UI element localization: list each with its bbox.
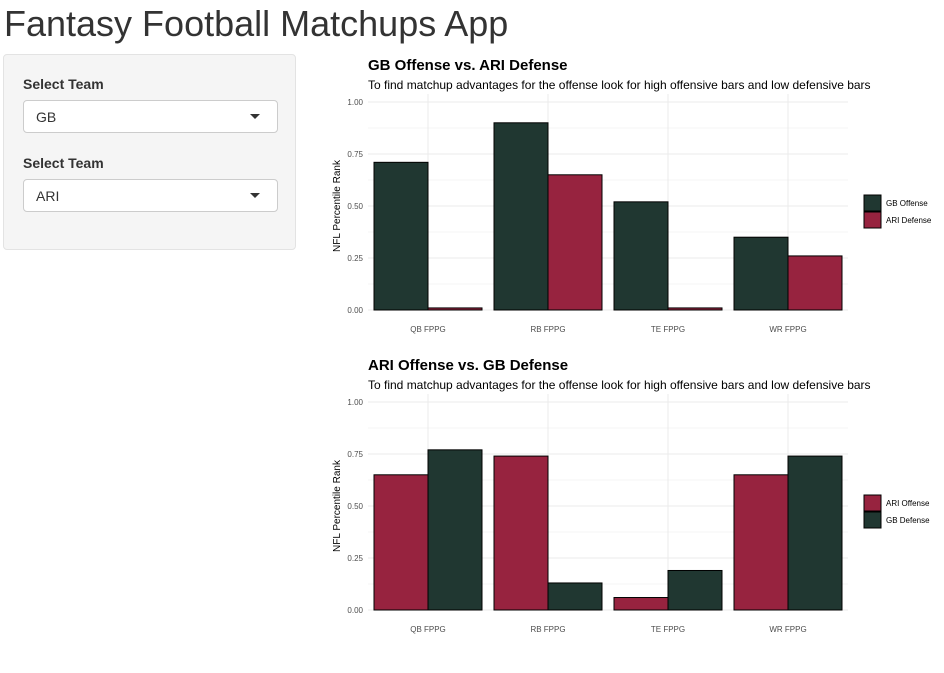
bar <box>667 307 723 311</box>
chart-ari-offense-vs-gb-defense: ARI Offense vs. GB Defense To find matchu… <box>330 352 940 652</box>
team-select-2-value: ARI <box>36 188 60 204</box>
y-tick-label: 0.00 <box>347 606 363 615</box>
bar <box>427 449 483 611</box>
sidebar-panel: Select Team GB Select Team ARI <box>3 54 296 250</box>
team-select-2[interactable]: ARI <box>23 179 278 212</box>
y-tick-label: 0.25 <box>347 254 363 263</box>
chart-subtitle: To find matchup advantages for the offen… <box>368 378 871 392</box>
y-tick-label: 1.00 <box>347 398 363 407</box>
legend-swatch <box>863 494 882 512</box>
y-tick-label: 0.75 <box>347 450 363 459</box>
chevron-down-icon <box>250 193 260 198</box>
bar <box>787 455 843 611</box>
bar <box>547 582 603 611</box>
x-tick-label: WR FPPG <box>769 325 806 334</box>
legend-swatch <box>863 511 882 529</box>
chevron-down-icon <box>250 114 260 119</box>
x-tick-label: RB FPPG <box>530 625 565 634</box>
y-axis-label: NFL Percentile Rank <box>332 459 343 552</box>
x-tick-label: RB FPPG <box>530 325 565 334</box>
x-tick-label: QB FPPG <box>410 325 446 334</box>
y-tick-label: 0.50 <box>347 202 363 211</box>
chart-gb-offense-vs-ari-defense: GB Offense vs. ARI Defense To find matchu… <box>330 52 940 352</box>
y-axis-label: NFL Percentile Rank <box>332 159 343 252</box>
bar <box>373 161 429 311</box>
bar <box>493 122 549 311</box>
legend-label: ARI Defense <box>886 216 932 225</box>
chart-svg: ARI Offense vs. GB Defense To find matchu… <box>332 357 930 634</box>
team-select-1-value: GB <box>36 109 57 125</box>
legend-label: ARI Offense <box>886 499 930 508</box>
bar <box>667 569 723 611</box>
chart-title: ARI Offense vs. GB Defense <box>368 357 568 374</box>
legend-label: GB Defense <box>886 516 930 525</box>
bar <box>613 201 669 311</box>
chart-subtitle: To find matchup advantages for the offen… <box>368 78 871 92</box>
bar <box>787 255 843 311</box>
bar <box>733 236 789 311</box>
x-tick-label: WR FPPG <box>769 625 806 634</box>
x-tick-label: TE FPPG <box>651 325 685 334</box>
chart-svg: GB Offense vs. ARI Defense To find matchu… <box>332 57 932 334</box>
legend-swatch <box>863 211 882 229</box>
bar <box>547 174 603 311</box>
y-tick-label: 0.25 <box>347 554 363 563</box>
bar <box>613 597 669 611</box>
team-select-1[interactable]: GB <box>23 100 278 133</box>
select-team-label-1: Select Team <box>23 76 104 92</box>
team-select-group-2: Select Team ARI <box>23 155 278 212</box>
x-tick-label: QB FPPG <box>410 625 446 634</box>
bar <box>493 455 549 611</box>
x-tick-label: TE FPPG <box>651 625 685 634</box>
legend-label: GB Offense <box>886 199 928 208</box>
bar <box>373 474 429 611</box>
app-title: Fantasy Football Matchups App <box>4 3 509 44</box>
chart-title: GB Offense vs. ARI Defense <box>368 57 568 74</box>
bar <box>427 307 483 311</box>
y-tick-label: 0.50 <box>347 502 363 511</box>
select-team-label-2: Select Team <box>23 155 104 171</box>
legend-swatch <box>863 194 882 212</box>
y-tick-label: 0.00 <box>347 306 363 315</box>
y-tick-label: 0.75 <box>347 150 363 159</box>
y-tick-label: 1.00 <box>347 98 363 107</box>
team-select-group-1: Select Team GB <box>23 76 278 133</box>
bar <box>733 474 789 611</box>
